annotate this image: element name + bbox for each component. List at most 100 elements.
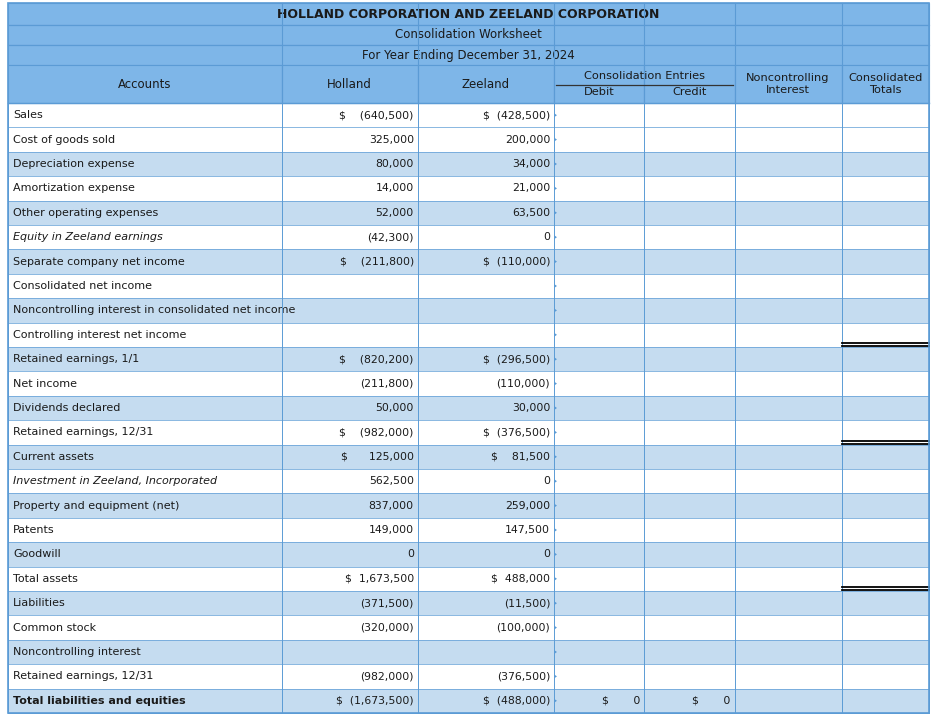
Text: $    (820,200): $ (820,200) bbox=[339, 354, 414, 364]
Text: Patents: Patents bbox=[13, 525, 54, 535]
Text: $  488,000: $ 488,000 bbox=[490, 574, 549, 584]
Text: Controlling interest net income: Controlling interest net income bbox=[13, 329, 186, 340]
Polygon shape bbox=[553, 235, 556, 239]
Text: Holland: Holland bbox=[327, 77, 372, 91]
Bar bbox=[8, 469, 928, 493]
Text: $      125,000: $ 125,000 bbox=[341, 452, 414, 461]
Polygon shape bbox=[553, 333, 556, 337]
Text: 0: 0 bbox=[543, 232, 549, 242]
Text: 147,500: 147,500 bbox=[505, 525, 549, 535]
Bar bbox=[644, 65, 734, 103]
Polygon shape bbox=[553, 650, 556, 654]
Text: Retained earnings, 12/31: Retained earnings, 12/31 bbox=[13, 428, 154, 438]
Text: Goodwill: Goodwill bbox=[13, 549, 61, 559]
Text: Property and equipment (net): Property and equipment (net) bbox=[13, 500, 179, 510]
Text: Retained earnings, 12/31: Retained earnings, 12/31 bbox=[13, 671, 154, 681]
Text: Noncontrolling interest in consolidated net income: Noncontrolling interest in consolidated … bbox=[13, 306, 295, 315]
Text: Separate company net income: Separate company net income bbox=[13, 257, 184, 267]
Bar bbox=[417, 65, 553, 103]
Text: Interest: Interest bbox=[766, 85, 810, 95]
Polygon shape bbox=[553, 211, 556, 215]
Text: Liabilities: Liabilities bbox=[13, 598, 66, 609]
Text: Consolidated net income: Consolidated net income bbox=[13, 281, 152, 291]
Bar bbox=[841, 65, 928, 103]
Polygon shape bbox=[553, 626, 556, 629]
Text: For Year Ending December 31, 2024: For Year Ending December 31, 2024 bbox=[361, 48, 575, 61]
Bar bbox=[281, 65, 417, 103]
Text: $  (376,500): $ (376,500) bbox=[482, 428, 549, 438]
Text: (100,000): (100,000) bbox=[496, 623, 549, 632]
Text: 14,000: 14,000 bbox=[375, 183, 414, 193]
Text: Amortization expense: Amortization expense bbox=[13, 183, 135, 193]
Bar bbox=[8, 322, 928, 347]
Text: $  (488,000): $ (488,000) bbox=[482, 696, 549, 706]
Bar bbox=[8, 371, 928, 396]
Bar bbox=[8, 347, 928, 371]
Text: (371,500): (371,500) bbox=[360, 598, 414, 609]
Text: 34,000: 34,000 bbox=[511, 159, 549, 169]
Text: Current assets: Current assets bbox=[13, 452, 94, 461]
Text: $  (296,500): $ (296,500) bbox=[482, 354, 549, 364]
Bar bbox=[8, 640, 928, 664]
Text: 30,000: 30,000 bbox=[511, 403, 549, 413]
Bar bbox=[8, 493, 928, 518]
Text: 837,000: 837,000 bbox=[369, 500, 414, 510]
Bar bbox=[553, 65, 644, 103]
Text: 0: 0 bbox=[543, 549, 549, 559]
Bar bbox=[8, 420, 928, 445]
Text: (110,000): (110,000) bbox=[496, 379, 549, 389]
Text: Credit: Credit bbox=[672, 87, 706, 97]
Text: Noncontrolling: Noncontrolling bbox=[746, 73, 829, 83]
Text: (982,000): (982,000) bbox=[360, 671, 414, 681]
Polygon shape bbox=[553, 601, 556, 605]
Text: (211,800): (211,800) bbox=[360, 379, 414, 389]
Bar bbox=[8, 176, 928, 200]
Text: Total assets: Total assets bbox=[13, 574, 78, 584]
Bar bbox=[8, 298, 928, 322]
Bar bbox=[8, 103, 928, 128]
Polygon shape bbox=[553, 309, 556, 312]
Text: 63,500: 63,500 bbox=[511, 208, 549, 218]
Text: HOLLAND CORPORATION AND ZEELAND CORPORATION: HOLLAND CORPORATION AND ZEELAND CORPORAT… bbox=[277, 7, 659, 20]
Text: $    (211,800): $ (211,800) bbox=[339, 257, 414, 267]
Bar bbox=[8, 518, 928, 542]
Polygon shape bbox=[553, 674, 556, 678]
Text: 149,000: 149,000 bbox=[369, 525, 414, 535]
Text: $    (982,000): $ (982,000) bbox=[339, 428, 414, 438]
Bar bbox=[8, 396, 928, 420]
Text: Total liabilities and equities: Total liabilities and equities bbox=[13, 696, 185, 706]
Polygon shape bbox=[553, 503, 556, 508]
Text: Consolidated: Consolidated bbox=[847, 73, 921, 83]
Polygon shape bbox=[553, 430, 556, 434]
Text: 21,000: 21,000 bbox=[511, 183, 549, 193]
Text: Net income: Net income bbox=[13, 379, 77, 389]
Bar bbox=[8, 25, 928, 45]
Text: $    81,500: $ 81,500 bbox=[490, 452, 549, 461]
Bar bbox=[8, 128, 928, 152]
Bar bbox=[8, 542, 928, 567]
Polygon shape bbox=[553, 381, 556, 386]
Text: $  (1,673,500): $ (1,673,500) bbox=[336, 696, 414, 706]
Text: Investment in Zeeland, Incorporated: Investment in Zeeland, Incorporated bbox=[13, 476, 217, 486]
Polygon shape bbox=[553, 187, 556, 190]
Text: 259,000: 259,000 bbox=[505, 500, 549, 510]
Text: 200,000: 200,000 bbox=[505, 135, 549, 145]
Polygon shape bbox=[553, 479, 556, 483]
Text: Totals: Totals bbox=[868, 85, 900, 95]
Text: 80,000: 80,000 bbox=[375, 159, 414, 169]
Text: (320,000): (320,000) bbox=[359, 623, 414, 632]
Text: Zeeland: Zeeland bbox=[461, 77, 509, 91]
Bar bbox=[8, 3, 928, 25]
Bar bbox=[8, 152, 928, 176]
Text: Sales: Sales bbox=[13, 110, 43, 120]
Text: 52,000: 52,000 bbox=[375, 208, 414, 218]
Text: $       0: $ 0 bbox=[602, 696, 639, 706]
Text: $  (428,500): $ (428,500) bbox=[482, 110, 549, 120]
Bar bbox=[8, 664, 928, 689]
Text: 0: 0 bbox=[406, 549, 414, 559]
Polygon shape bbox=[553, 113, 556, 118]
Text: Debit: Debit bbox=[583, 87, 614, 97]
Text: Equity in Zeeland earnings: Equity in Zeeland earnings bbox=[13, 232, 163, 242]
Text: (11,500): (11,500) bbox=[504, 598, 549, 609]
Bar bbox=[8, 567, 928, 591]
